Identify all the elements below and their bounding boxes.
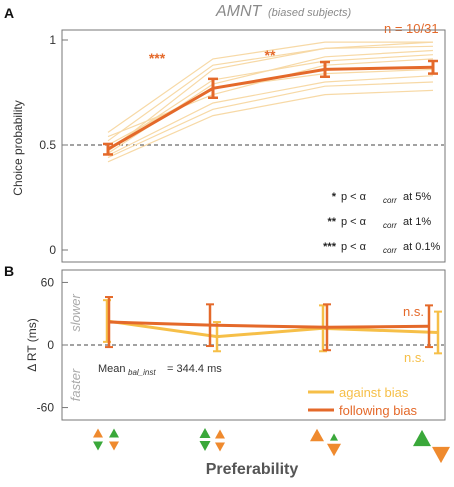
ylabel-b: Δ RT (ms) xyxy=(25,318,39,372)
ytick-label-b: 60 xyxy=(41,275,55,289)
individual-line xyxy=(107,41,433,133)
series-line-b xyxy=(108,320,430,329)
ytick-label-a: 1 xyxy=(49,33,56,47)
triangle-up-icon xyxy=(413,429,431,447)
individual-line xyxy=(107,75,434,157)
individual-line xyxy=(107,45,434,142)
legend-sub-3: corr xyxy=(383,246,397,255)
panel-a-frame xyxy=(61,29,446,263)
triangle-up-icon xyxy=(310,428,324,442)
legend-p-1: p < α xyxy=(341,191,367,203)
title-main: AMNT xyxy=(215,3,263,20)
triangle-up-icon xyxy=(199,428,211,438)
panel-a-plot: 00.51*** ** xyxy=(39,33,444,257)
triangle-up-icon xyxy=(93,428,103,438)
ytick-label-a: 0 xyxy=(49,243,56,257)
individual-line xyxy=(107,89,434,163)
ytick-label-b: 0 xyxy=(47,338,54,352)
ytick-label-b: -60 xyxy=(37,401,55,415)
legend-p-2: p < α xyxy=(341,216,367,228)
triangle-up-icon xyxy=(109,428,119,438)
faster-label: faster xyxy=(68,368,83,401)
panel-b-plot: 60 0 -60 n.s. n.s. xyxy=(37,275,444,415)
legend-p-3: p < α xyxy=(341,241,367,253)
ns-label-against: n.s. xyxy=(404,350,425,365)
slower-label: slower xyxy=(68,294,83,332)
ylabel-a: Choice probability xyxy=(11,100,25,195)
mean-value: = 344.4 ms xyxy=(167,363,222,375)
triangle-down-icon xyxy=(109,441,119,451)
legend-sub-2: corr xyxy=(383,221,397,230)
legend-text-2: at 1% xyxy=(403,216,431,228)
panel-label-a: A xyxy=(4,5,14,21)
panel-label-b: B xyxy=(4,263,14,279)
n-count-label: n = 10/31 xyxy=(384,21,439,36)
significance-stars: ** xyxy=(265,47,276,63)
triangle-down-icon xyxy=(327,443,341,457)
triangle-up-icon xyxy=(215,429,225,439)
triangle-down-icon xyxy=(199,441,211,451)
legend-label-against: against bias xyxy=(339,385,409,400)
significance-stars: *** xyxy=(149,50,166,66)
legend-row-2: ** xyxy=(327,216,336,228)
significance-legend: * p < α corr at 5% ** p < α corr at 1% *… xyxy=(323,191,440,255)
mean-line-a xyxy=(107,65,434,151)
legend-text-3: at 0.1% xyxy=(403,241,441,253)
triangle-down-icon xyxy=(432,446,450,464)
mean-sub: bal_inst xyxy=(128,368,156,377)
ns-label-following: n.s. xyxy=(403,304,424,319)
triangle-up-icon xyxy=(330,433,338,441)
individual-line xyxy=(107,68,434,146)
individual-line xyxy=(107,41,434,152)
series-line-b xyxy=(106,319,439,339)
triangle-down-icon xyxy=(93,441,103,451)
title-sub: (biased subjects) xyxy=(268,7,351,19)
legend-row-3: *** xyxy=(323,241,337,253)
legend-row-1: * xyxy=(332,191,337,203)
legend-label-following: following bias xyxy=(339,403,418,418)
individual-line xyxy=(107,81,434,159)
ytick-label-a: 0.5 xyxy=(39,138,56,152)
legend-text-1: at 5% xyxy=(403,191,431,203)
preferability-icons xyxy=(93,428,450,464)
panel-b-legend: against bias following bias xyxy=(308,385,418,418)
mean-label: Mean xyxy=(98,363,126,375)
triangle-down-icon xyxy=(215,442,225,452)
xlabel: Preferability xyxy=(206,461,299,478)
legend-sub-1: corr xyxy=(383,196,397,205)
